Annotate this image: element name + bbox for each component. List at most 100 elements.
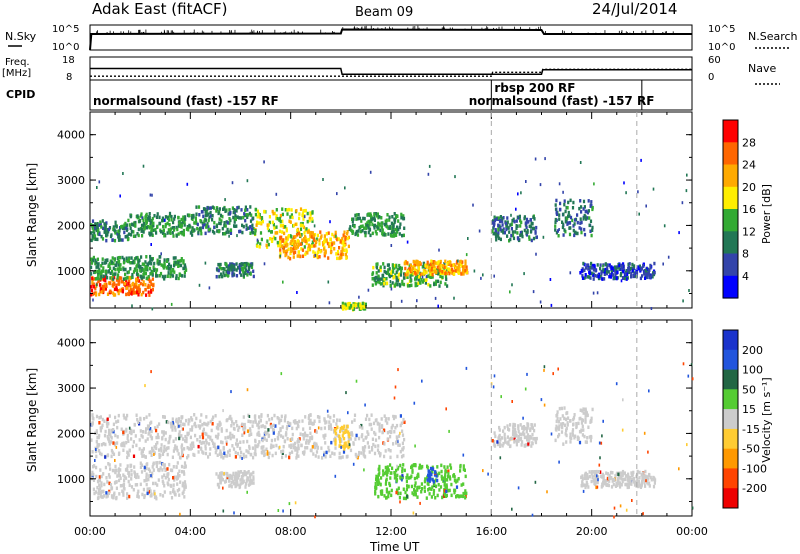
power-cell	[152, 268, 156, 273]
velocity-cell	[98, 475, 101, 479]
velocity-cell	[125, 476, 128, 480]
velocity-cell	[340, 425, 344, 430]
power-cell	[267, 242, 270, 247]
velocity-noise-cell	[222, 509, 225, 513]
power-cell	[386, 263, 389, 267]
velocity-cell	[389, 449, 392, 453]
velocity-cell	[369, 422, 373, 427]
velocity-noise-cell	[243, 431, 246, 435]
power-cell	[302, 217, 305, 221]
velocity-cell	[371, 448, 374, 452]
velocity-cell	[105, 476, 108, 480]
power-cell	[134, 234, 137, 238]
velocity-cell	[179, 419, 182, 424]
velocity-cell	[410, 474, 413, 478]
velocity-cell	[339, 440, 342, 444]
power-cell	[202, 223, 205, 228]
power-cell	[195, 205, 198, 209]
power-cell	[120, 289, 123, 293]
power-cell	[152, 228, 155, 233]
power-cell	[304, 208, 307, 213]
velocity-cell	[389, 476, 392, 480]
velocity-cell	[95, 465, 98, 470]
velocity-cell	[126, 464, 129, 468]
power-cell	[562, 212, 565, 217]
power-noise-cell	[509, 290, 511, 294]
power-cell	[151, 228, 154, 232]
power-cell	[252, 231, 255, 235]
power-cell	[152, 265, 155, 269]
power-cell	[127, 292, 130, 297]
velocity-cell	[270, 416, 274, 421]
power-cell	[308, 237, 311, 242]
power-cell	[580, 210, 583, 214]
power-cell	[287, 247, 290, 251]
velocity-cell	[426, 465, 429, 470]
velocity-cell	[266, 452, 269, 456]
power-cell	[579, 199, 582, 203]
velocity-cell	[398, 434, 401, 438]
velocity-cell	[403, 468, 406, 473]
velocity-cell	[178, 469, 181, 473]
velocity-cell	[151, 446, 154, 451]
velocity-cell	[143, 468, 146, 472]
power-cell	[463, 264, 466, 269]
velocity-cell	[517, 435, 520, 439]
date-title: 24/Jul/2014	[592, 0, 677, 18]
velocity-cell	[606, 472, 610, 476]
velocity-cell	[443, 478, 446, 482]
power-cell	[395, 276, 398, 280]
power-cell	[196, 222, 199, 227]
power-cell	[188, 213, 191, 217]
power-cell	[494, 228, 497, 232]
power-cell	[142, 268, 145, 272]
power-cell	[175, 276, 178, 281]
power-cell	[162, 266, 165, 270]
velocity-cell	[491, 439, 494, 443]
power-cell	[267, 223, 270, 227]
power-cell	[263, 209, 266, 214]
freq-label-line2: [MHz]	[2, 68, 31, 79]
power-cell	[158, 255, 161, 259]
power-cell	[117, 273, 120, 277]
power-cell	[323, 239, 326, 244]
velocity-cell	[344, 441, 347, 445]
power-cell	[160, 263, 163, 267]
velocity-cell	[192, 441, 195, 445]
velocity-cell	[401, 469, 404, 474]
power-cell	[294, 235, 297, 239]
velocity-cell	[218, 420, 221, 425]
power-cell	[115, 283, 118, 287]
power-cell	[306, 230, 309, 234]
velocity-cell	[296, 449, 299, 454]
power-cell	[139, 268, 142, 273]
power-cell	[289, 256, 292, 261]
velocity-cell	[438, 471, 441, 476]
velocity-cell	[147, 426, 150, 431]
power-cell	[642, 264, 645, 268]
power-cell	[125, 256, 128, 260]
power-cell	[580, 268, 583, 273]
power-cell	[290, 235, 293, 239]
power-cell	[495, 238, 498, 242]
velocity-cell	[197, 444, 200, 449]
velocity-cell	[235, 442, 238, 446]
velocity-cell	[313, 441, 316, 446]
velocity-cell	[430, 472, 433, 477]
velocity-cell	[420, 466, 423, 470]
velocity-cell	[616, 477, 619, 481]
power-cell	[104, 275, 107, 279]
velocity-noise-cell	[246, 388, 249, 392]
power-cell	[105, 260, 108, 265]
velocity-cell	[136, 491, 139, 496]
power-cell	[91, 234, 94, 239]
velocity-cell	[219, 449, 222, 453]
power-cell	[343, 241, 346, 246]
velocity-cell	[370, 413, 373, 417]
velocity-noise-cell	[352, 462, 355, 466]
power-cell	[118, 229, 121, 233]
power-cell	[350, 228, 353, 233]
velocity-cell	[147, 432, 150, 436]
velocity-cell	[236, 480, 239, 484]
power-cell	[258, 245, 261, 249]
